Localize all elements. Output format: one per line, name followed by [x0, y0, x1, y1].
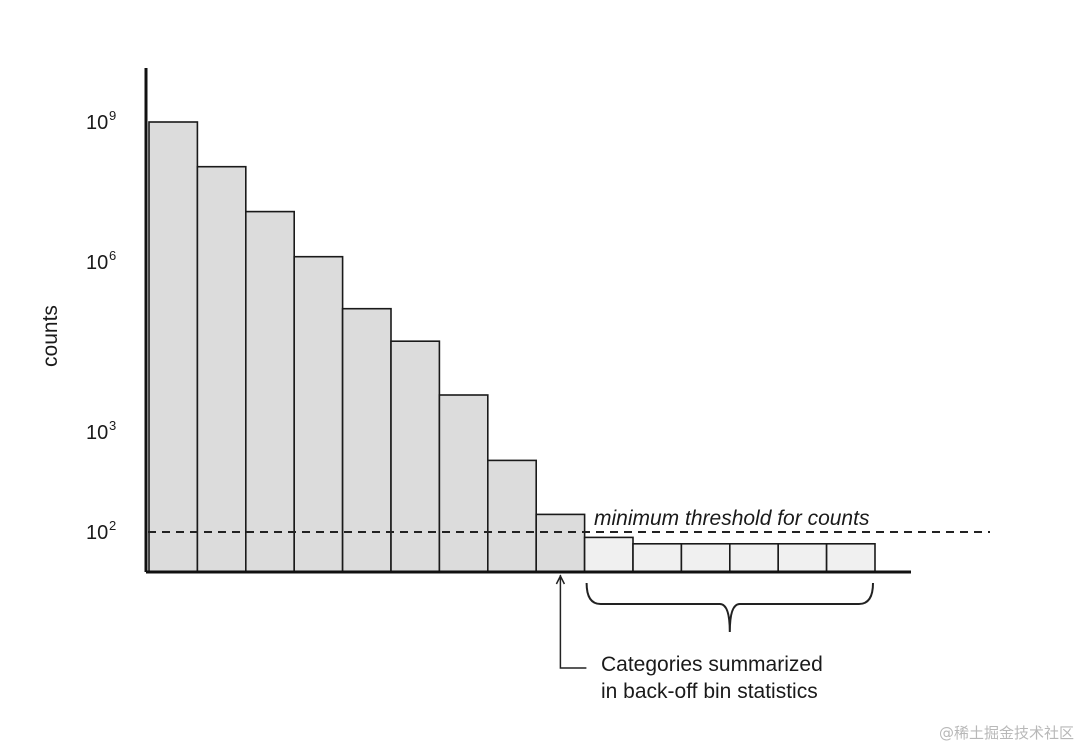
- bar: [486, 459, 537, 573]
- bar: [293, 255, 344, 573]
- bar: [728, 542, 779, 573]
- y-tick-exponent: 2: [109, 518, 116, 533]
- bar: [438, 394, 489, 573]
- y-ticks: 10 910 610 310 2: [86, 108, 116, 544]
- y-tick-exponent: 3: [109, 418, 116, 433]
- y-tick-exponent: 6: [109, 248, 116, 263]
- bar: [341, 307, 392, 573]
- bar: [825, 542, 876, 573]
- back-off-bracket: [585, 582, 874, 633]
- bar: [245, 210, 296, 573]
- y-tick-label: 10: [86, 522, 108, 544]
- watermark: @稀土掘金技术社区: [939, 724, 1074, 742]
- y-tick-exponent: 9: [109, 108, 116, 123]
- bars-group: [148, 121, 876, 573]
- y-tick-label: 10: [86, 252, 108, 274]
- bar: [632, 542, 683, 573]
- bar: [680, 542, 731, 573]
- bar: [777, 542, 828, 573]
- bar: [196, 165, 247, 573]
- threshold-label: minimum threshold for counts: [594, 507, 870, 530]
- annotation-pointer: [555, 574, 587, 669]
- bar: [583, 536, 634, 573]
- bar-highlighted: [535, 513, 586, 573]
- y-axis-label: counts: [39, 305, 62, 367]
- y-tick-label: 10: [86, 422, 108, 444]
- bar: [148, 121, 199, 573]
- annotation-line-2: in back-off bin statistics: [601, 680, 818, 703]
- bar: [390, 340, 441, 573]
- y-tick-label: 10: [86, 112, 108, 134]
- annotation-line-1: Categories summarized: [601, 653, 823, 676]
